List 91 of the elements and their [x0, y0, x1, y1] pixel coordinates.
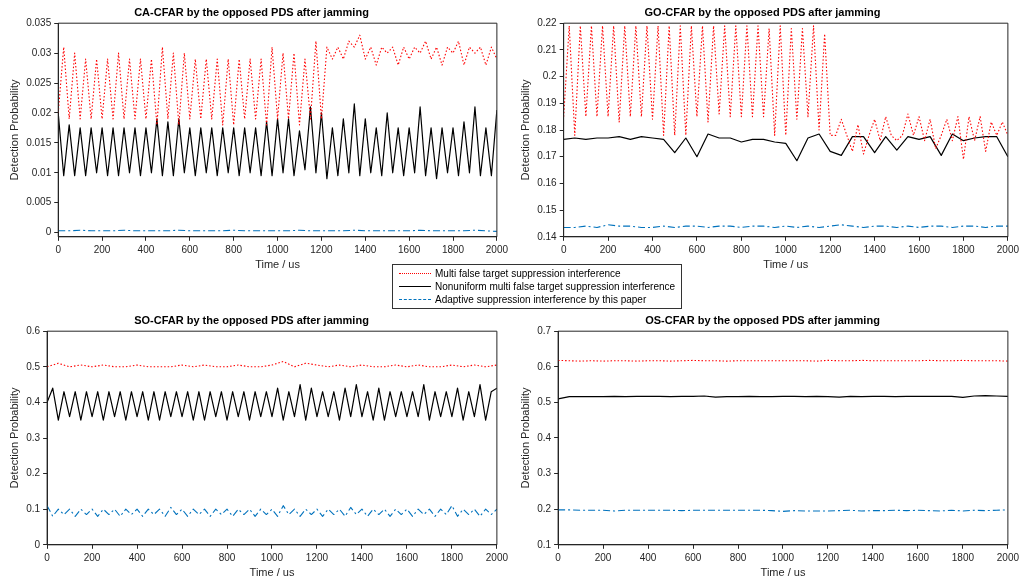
y-tick-label: 0.02	[31, 106, 52, 118]
y-tick-label: 0.16	[537, 177, 558, 189]
y-tick-label: 0.4	[537, 431, 552, 443]
y-tick-label: 0.3	[537, 467, 552, 479]
x-tick-label: 1400	[354, 243, 377, 255]
y-tick-label: 0.21	[537, 43, 558, 55]
legend-label: Adaptive suppression interference by this paper	[435, 294, 647, 305]
y-tick-label: 0.6	[26, 324, 41, 336]
x-tick-label: 1600	[398, 243, 421, 255]
y-tick-label: 0.5	[26, 360, 41, 372]
y-tick-label: 0.22	[537, 16, 558, 28]
y-tick-label: 0.17	[537, 150, 558, 162]
y-tick-label: 0	[34, 538, 41, 550]
x-tick-label: 200	[83, 551, 101, 563]
x-tick-label: 400	[644, 243, 662, 255]
x-tick-label: 2000	[485, 551, 509, 563]
x-tick-label: 1200	[816, 551, 840, 563]
y-axis-title: Detection Probability	[7, 79, 20, 181]
y-tick-label: 0.18	[537, 123, 558, 135]
y-tick-label: 0.19	[537, 97, 558, 109]
x-tick-label: 1000	[266, 243, 290, 255]
y-axis-title: Detection Probability	[518, 387, 531, 489]
x-tick-label: 0	[55, 243, 62, 255]
y-tick-label: 0.7	[537, 324, 552, 336]
y-tick-label: 0.1	[26, 502, 41, 514]
y-axis-title: Detection Probability	[7, 387, 20, 489]
y-tick-label: 0.03	[31, 46, 52, 58]
chart-title: OS-CFAR by the opposed PDS after jamming	[645, 313, 880, 326]
x-tick-label: 400	[639, 551, 657, 563]
y-axis-title: Detection Probability	[518, 79, 531, 181]
x-tick-label: 1800	[952, 243, 976, 255]
x-tick-label: 600	[173, 551, 191, 563]
chart-title: GO-CFAR by the opposed PDS after jamming	[644, 5, 881, 18]
legend-label: Multi false target suppression interference	[435, 268, 621, 279]
x-tick-label: 400	[128, 551, 146, 563]
chart-title: SO-CFAR by the opposed PDS after jamming	[134, 313, 369, 326]
x-axis-title: Time / us	[760, 566, 806, 579]
y-tick-label: 0.4	[26, 396, 41, 408]
x-tick-label: 200	[93, 243, 111, 255]
x-tick-label: 1800	[441, 243, 465, 255]
y-tick-label: 0.01	[31, 166, 52, 178]
x-tick-label: 1000	[771, 551, 795, 563]
y-tick-label: 0.2	[542, 70, 558, 82]
x-tick-label: 800	[218, 551, 236, 563]
y-tick-label: 0	[45, 226, 52, 238]
x-tick-label: 1400	[863, 243, 887, 255]
x-tick-label: 1400	[861, 551, 885, 563]
x-tick-label: 1400	[350, 551, 374, 563]
y-tick-label: 0.15	[537, 203, 558, 215]
x-tick-label: 1200	[819, 243, 842, 255]
x-tick-label: 1000	[774, 243, 798, 255]
x-tick-label: 600	[181, 243, 199, 255]
x-tick-label: 2000	[996, 243, 1020, 255]
y-tick-label: 0.2	[537, 502, 552, 514]
y-tick-label: 0.1	[537, 538, 552, 550]
x-axis-title: Time / us	[249, 566, 295, 579]
x-tick-label: 1600	[907, 243, 931, 255]
x-tick-label: 1600	[395, 551, 419, 563]
x-tick-label: 2000	[485, 243, 509, 255]
y-tick-label: 0.015	[26, 136, 52, 148]
y-tick-label: 0.3	[26, 431, 41, 443]
line-series	[47, 505, 497, 517]
x-tick-label: 600	[688, 243, 706, 255]
y-tick-label: 0.025	[26, 76, 52, 88]
x-tick-label: 800	[729, 551, 747, 563]
x-tick-label: 1200	[305, 551, 329, 563]
x-tick-label: 400	[137, 243, 155, 255]
x-tick-label: 1200	[310, 243, 333, 255]
x-tick-label: 1600	[906, 551, 930, 563]
x-tick-label: 200	[599, 243, 617, 255]
x-tick-label: 200	[594, 551, 612, 563]
line-series	[58, 34, 497, 126]
x-tick-label: 2000	[996, 551, 1020, 563]
x-tick-label: 800	[225, 243, 243, 255]
line-series	[563, 25, 1008, 160]
y-tick-label: 0.035	[26, 16, 52, 28]
y-tick-label: 0.14	[537, 230, 558, 242]
y-tick-label: 0.5	[537, 396, 552, 408]
x-tick-label: 1800	[440, 551, 464, 563]
x-axis-title: Time / us	[763, 258, 809, 271]
y-tick-label: 0.6	[537, 360, 552, 372]
x-tick-label: 600	[684, 551, 702, 563]
y-tick-label: 0.2	[26, 467, 41, 479]
x-tick-label: 1000	[260, 551, 284, 563]
x-tick-label: 1800	[951, 551, 975, 563]
y-tick-label: 0.005	[26, 196, 52, 208]
chart-title: CA-CFAR by the opposed PDS after jamming	[134, 5, 369, 18]
x-tick-label: 0	[560, 243, 567, 255]
x-axis-title: Time / us	[255, 258, 301, 271]
legend-label: Nonuniform multi false target suppression interference	[435, 281, 676, 292]
x-tick-label: 800	[733, 243, 751, 255]
